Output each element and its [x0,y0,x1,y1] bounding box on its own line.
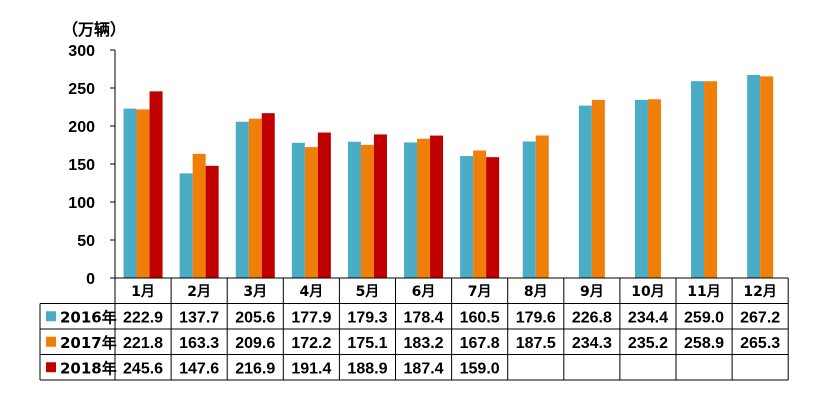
data-label: 234.3 [572,335,612,352]
data-table: 1月 2月 3月 4月 5月 6月 7月 8月 9月 10月 11月 12月 2016年 222.9 137… [39,277,789,381]
bar-2016年-3月 [235,121,249,278]
bar-2018年-5月 [373,134,387,278]
x-category-label: 10月 [631,284,664,300]
data-label: 187.5 [516,335,556,352]
data-label: 159.0 [460,360,500,377]
data-label: 175.1 [347,335,387,352]
data-label: 191.4 [291,360,331,377]
x-category-label: 12月 [743,284,776,300]
bar-2016年-2月 [179,173,193,278]
data-label: 163.3 [179,335,219,352]
data-label: 160.5 [460,309,500,326]
bar-2018年-7月 [486,157,500,278]
y-tick-label: 100 [68,195,95,212]
bar-2017年-6月 [417,138,431,278]
bar-2017年-3月 [248,118,262,278]
data-label: 258.9 [684,335,724,352]
bar-2018年-3月 [261,113,275,278]
data-label: 209.6 [235,335,275,352]
data-label: 179.6 [516,309,556,326]
bar-2016年-9月 [578,105,592,278]
data-label: 187.4 [404,360,444,377]
bar-2017年-8月 [535,135,549,278]
x-category-label: 8月 [524,284,548,300]
y-tick-label: 250 [68,81,95,98]
data-label: 172.2 [291,335,331,352]
bar-series [123,74,774,279]
legend-swatch [46,362,56,373]
bar-2017年-7月 [473,150,487,278]
x-category-label: 5月 [356,284,380,300]
bar-2016年-5月 [347,141,361,278]
bar-2017年-9月 [591,99,605,278]
bar-2018年-1月 [149,91,163,279]
data-label: 259.0 [684,309,724,326]
y-tick-label: 150 [68,157,95,174]
data-label: 177.9 [291,309,331,326]
bar-2016年-10月 [634,99,648,278]
bar-2016年-1月 [123,108,137,278]
data-label: 188.9 [347,360,387,377]
x-category-label: 4月 [299,284,323,300]
bar-2017年-5月 [360,144,374,278]
x-category-label: 1月 [131,284,155,300]
legend-series-name: 2018年 [60,359,117,377]
bar-2017年-1月 [136,109,150,278]
data-label: 137.7 [179,309,219,326]
bar-2018年-2月 [205,165,219,278]
x-category-label: 11月 [687,284,720,300]
data-label: 179.3 [347,309,387,326]
data-label: 265.3 [740,335,780,352]
bar-2018年-6月 [430,135,444,278]
bar-2016年-8月 [522,141,536,278]
data-label: 205.6 [235,309,275,326]
legend-swatch [46,336,56,347]
bar-2016年-4月 [291,142,305,278]
data-label: 147.6 [179,360,219,377]
y-tick-label: 200 [68,119,95,136]
x-category-label: 6月 [412,284,436,300]
x-category-label: 7月 [468,284,492,300]
y-tick-label: 0 [86,271,95,288]
data-label: 226.8 [572,309,612,326]
data-label: 221.8 [123,335,163,352]
bar-2016年-6月 [404,142,418,278]
x-category-label: 2月 [187,284,211,300]
bar-2017年-2月 [192,153,206,278]
legend-swatch [46,311,56,322]
bar-2016年-12月 [747,74,761,278]
data-label: 222.9 [123,309,163,326]
bar-2017年-10月 [647,99,661,278]
bar-2017年-11月 [704,81,718,279]
data-label: 235.2 [628,335,668,352]
bar-2017年-4月 [304,147,318,278]
data-label: 234.4 [628,309,668,326]
y-tick-label: 50 [77,233,95,250]
x-category-label: 9月 [580,284,604,300]
bar-2016年-7月 [460,156,474,278]
x-category-label: 3月 [243,284,267,300]
y-unit-label: （万辆） [62,20,126,39]
bar-2018年-4月 [317,132,331,278]
legend-series-name: 2016年 [60,308,117,326]
data-label: 178.4 [404,309,444,326]
bar-2016年-11月 [691,81,705,278]
y-tick-label: 300 [68,43,95,60]
data-label: 216.9 [235,360,275,377]
data-label: 183.2 [404,335,444,352]
y-axis: 0 50 100 150 200 250 300 [68,43,116,288]
data-label: 167.8 [460,335,500,352]
data-label: 245.6 [123,360,163,377]
bar-2017年-12月 [760,76,774,278]
data-label: 267.2 [740,309,780,326]
legend-series-name: 2017年 [60,334,117,352]
